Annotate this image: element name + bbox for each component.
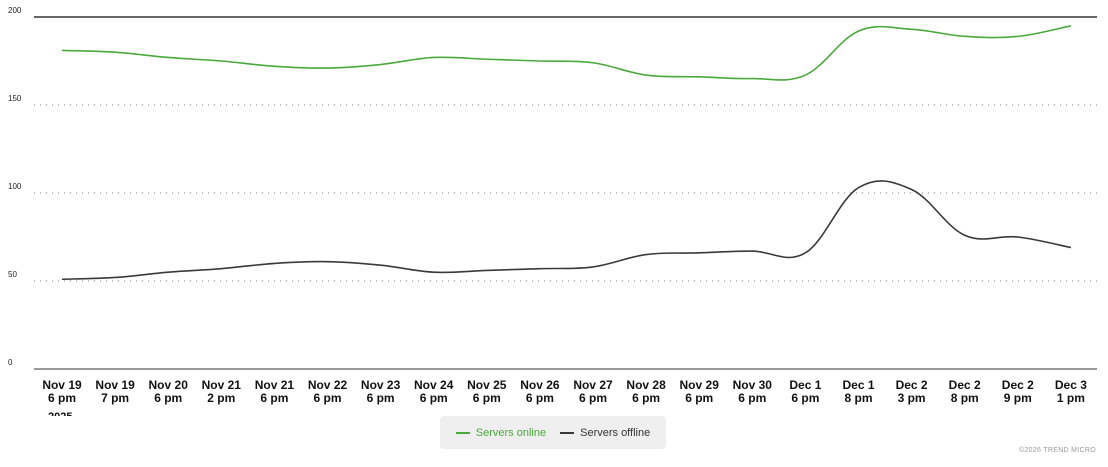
x-axis-ticks: Nov 19 6 pm Nov 19 7 pm Nov 20 6 pm Nov 21 2 pm… [42,378,1087,405]
x-tick-label: Nov 20 6 pm [149,378,189,405]
x-tick-label: Nov 30 6 pm [733,378,773,405]
x-tick-label: Nov 25 6 pm [467,378,507,405]
grid-lines [34,16,1097,370]
y-tick-label: 150 [8,94,22,103]
legend-swatch-online [455,431,470,434]
y-tick-label: 200 [8,6,22,15]
series-line-online [61,25,1072,81]
x-tick-label: Nov 26 6 pm [520,378,560,405]
x-tick-label: Nov 19 7 pm [95,378,135,405]
x-tick-label: Nov 28 6 pm [626,378,666,405]
series-line-offline [61,180,1072,281]
x-tick-label: Nov 29 6 pm [680,378,720,405]
x-tick-label: Nov 23 6 pm [361,378,401,405]
x-tick-label: Nov 21 6 pm [255,378,295,405]
copyright-footer: ©2026 TREND MICRO [1018,447,1096,454]
x-tick-label: Nov 19 6 pm [42,378,82,405]
legend-item-online[interactable]: Servers online [455,426,547,439]
y-tick-label: 100 [8,182,22,191]
x-tick-label: Nov 21 2 pm [202,378,242,405]
legend-swatch-offline [560,431,575,434]
y-tick-label: 0 [8,358,13,367]
legend-label-offline: Servers offline [580,426,651,439]
x-tick-label: Nov 24 6 pm [414,378,454,405]
year-label: 2025 [48,411,72,416]
line-chart: 0 50 100 150 200 Nov 19 6 pm Nov 19 7 pm Nov 20 6… [8,6,1097,416]
y-tick-label: 50 [8,270,17,279]
series-lines [61,25,1072,281]
y-axis-ticks: 0 50 100 150 200 [8,6,22,367]
legend: Servers online Servers offline [440,416,666,449]
x-tick-label: Nov 27 6 pm [573,378,613,405]
x-tick-label: Nov 22 6 pm [308,378,348,405]
legend-label-online: Servers online [475,426,547,439]
legend-item-offline[interactable]: Servers offline [560,427,650,439]
